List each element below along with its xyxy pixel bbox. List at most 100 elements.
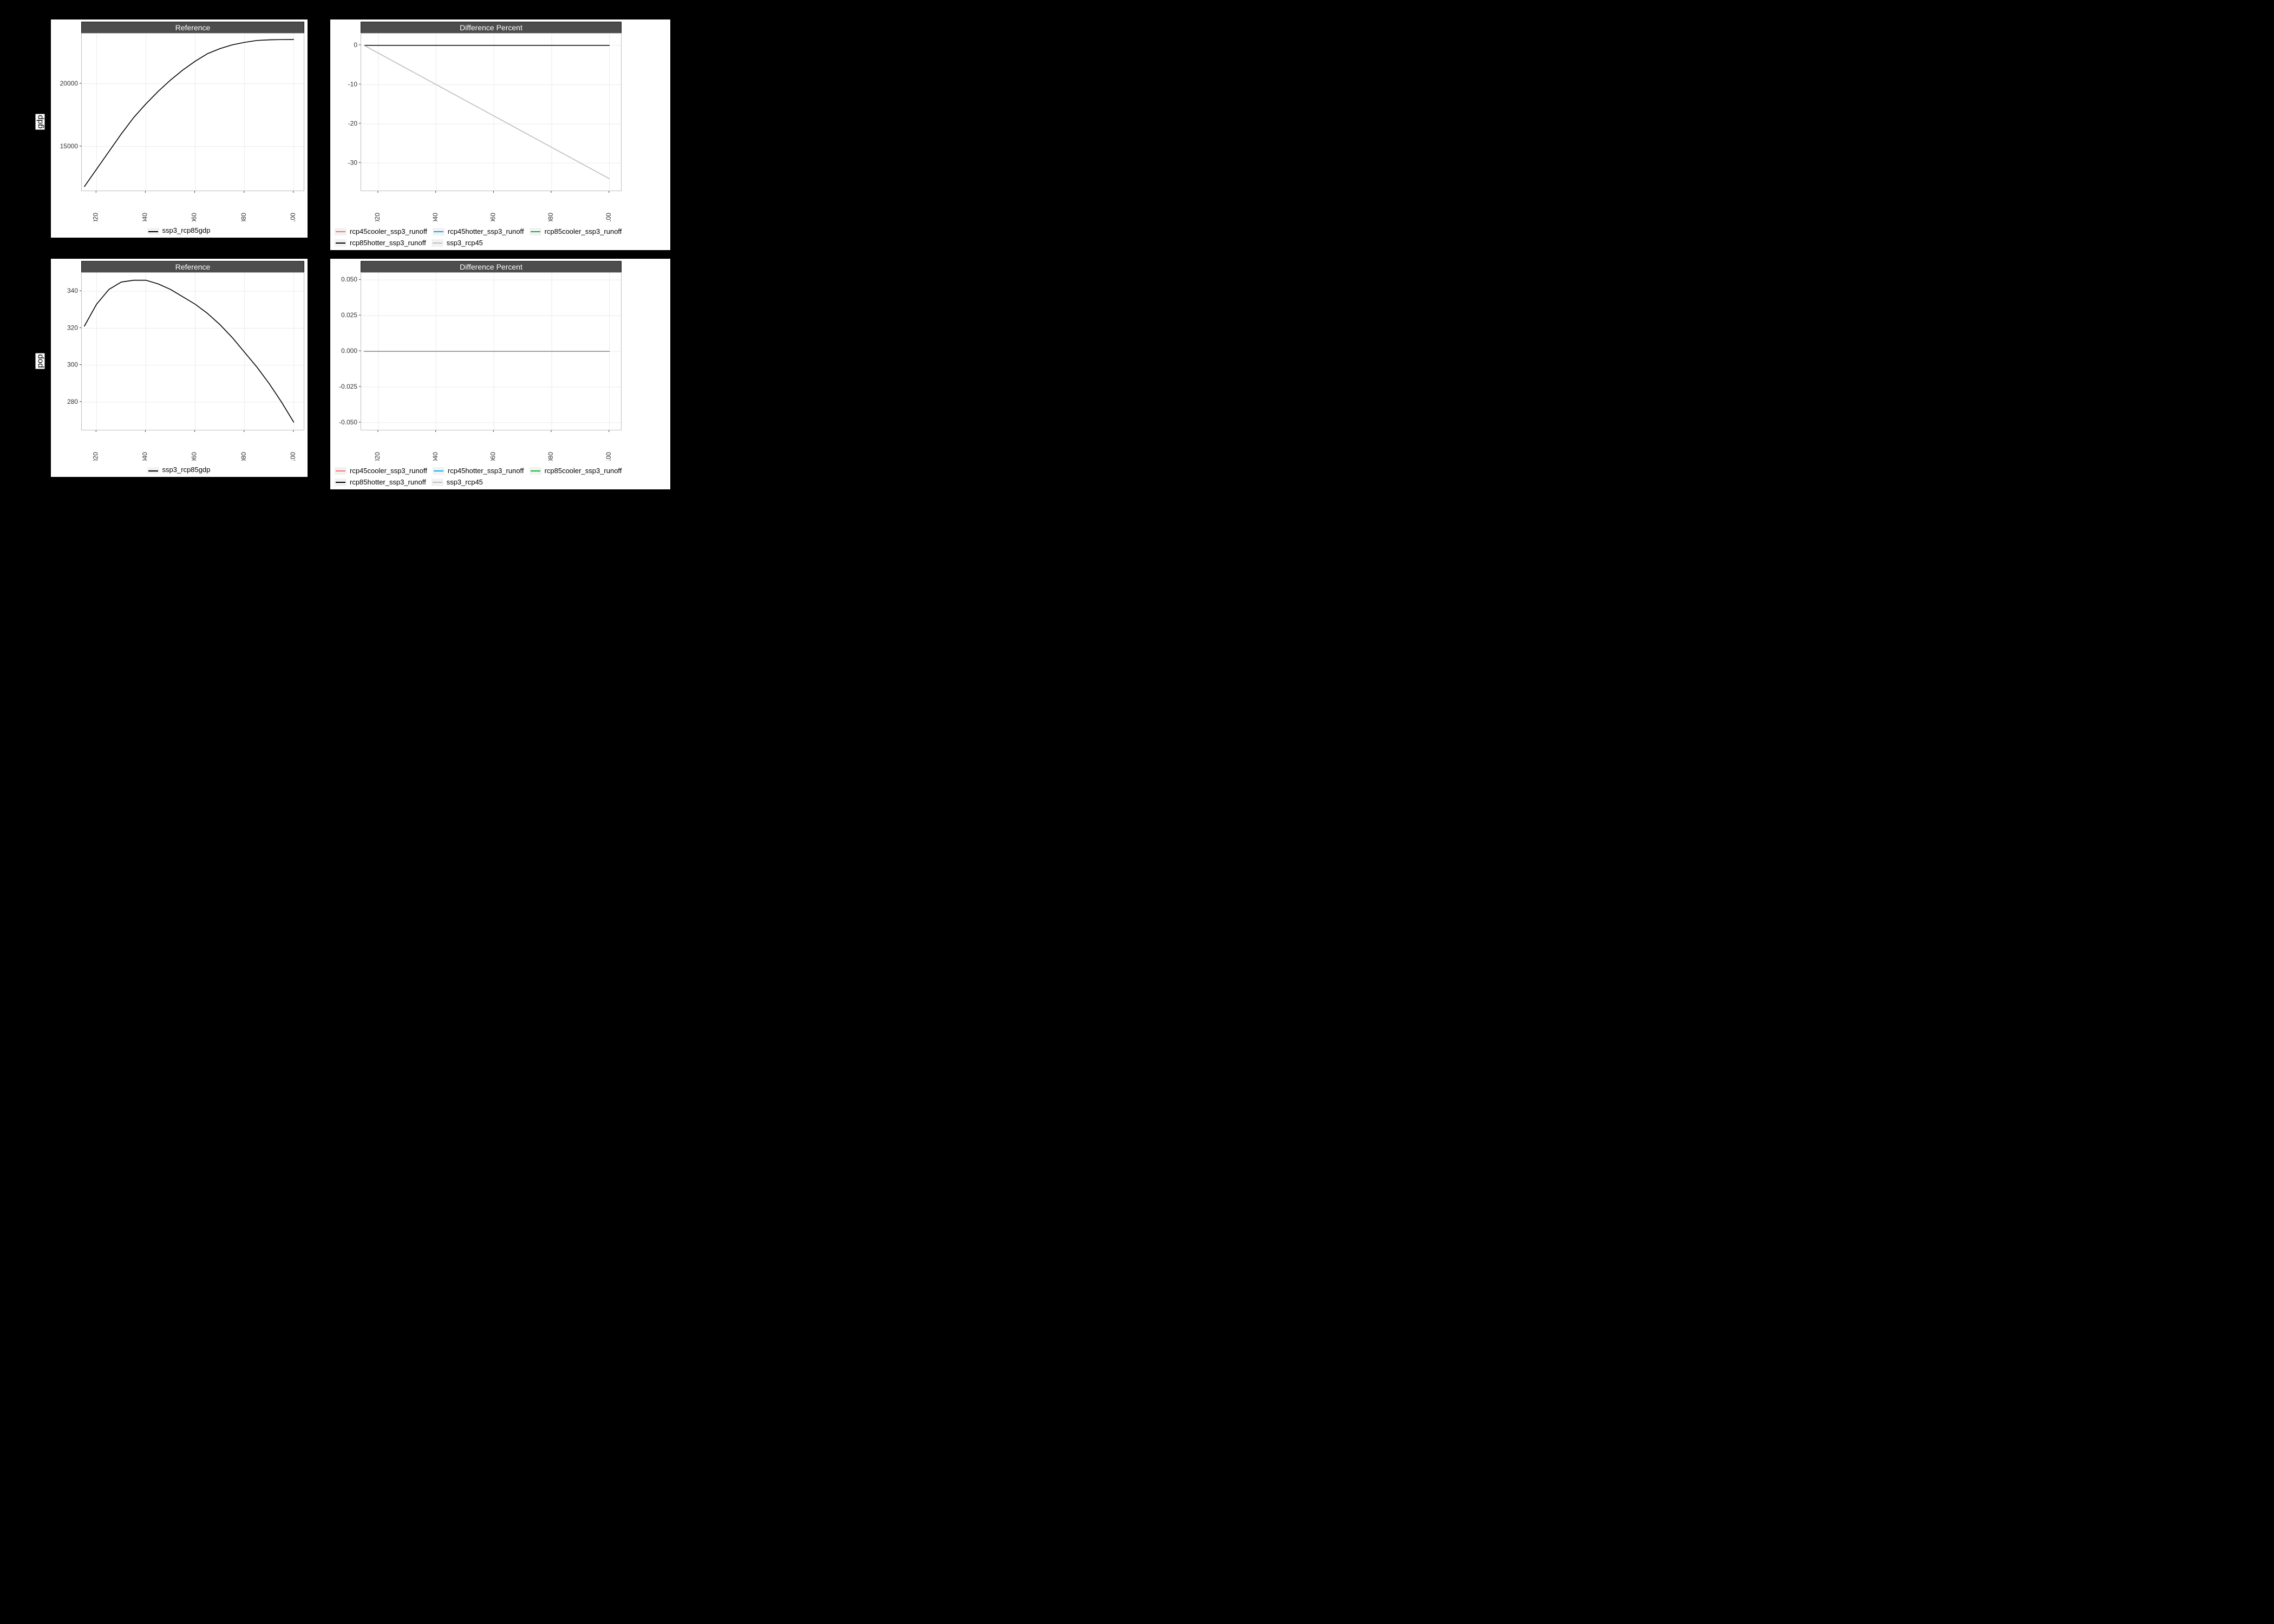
svg-text:20000: 20000 [60, 80, 79, 87]
svg-text:280: 280 [67, 398, 78, 405]
row-pop: pop Reference 280 300 320 340 2020 2040 2060 2080… [32, 256, 682, 490]
figure-grid: gdp Reference 15000 20000 2020 2040 2060 2080 21… [0, 0, 682, 487]
series-line [84, 280, 294, 423]
svg-text:2060: 2060 [191, 452, 198, 461]
legend-item: rcp85cooler_ssp3_runoff [530, 467, 622, 475]
legend-swatch [433, 467, 445, 475]
svg-text:-20: -20 [348, 120, 358, 127]
legend-item: rcp45cooler_ssp3_runoff [335, 467, 427, 475]
legend-reference: ssp3_rcp85gdp [51, 463, 306, 477]
legend-swatch [530, 467, 541, 475]
panel-title: Difference Percent [361, 22, 622, 33]
plot-area [361, 33, 622, 191]
svg-text:300: 300 [67, 361, 78, 369]
legend-swatch [432, 239, 443, 247]
panel-gdp_ref: Reference 15000 20000 2020 2040 2060 2080 2100 [51, 19, 308, 224]
svg-text:0.025: 0.025 [341, 311, 357, 319]
series-line [84, 40, 294, 187]
legend-label: ssp3_rcp85gdp [162, 226, 211, 234]
legend-label: rcp45hotter_ssp3_runoff [448, 227, 524, 235]
cell-reference: Reference 280 300 320 340 2020 2040 2060 2080 210… [48, 256, 311, 490]
y-axis: -0.050 -0.025 0.000 0.025 0.050 [332, 272, 361, 429]
y-axis: 280 300 320 340 [53, 272, 81, 429]
panel-pop_diff: Difference Percent -0.050 -0.025 0.000 0.025… [330, 259, 625, 463]
svg-text:0: 0 [354, 41, 357, 49]
legend-diff: rcp45cooler_ssp3_runoff rcp45hotter_ssp3_… [330, 224, 670, 250]
cell-diff: Difference Percent -30 -20 -10 0 2020 2040 2060… [327, 16, 674, 251]
panel-pop_ref: Reference 280 300 320 340 2020 2040 2060 2080 210… [51, 259, 308, 463]
legend-label: rcp45cooler_ssp3_runoff [350, 227, 427, 235]
panel-title: Difference Percent [361, 261, 622, 272]
svg-text:2100: 2100 [605, 213, 612, 221]
y-axis-label: gdp [36, 114, 45, 130]
svg-text:2100: 2100 [289, 452, 297, 461]
svg-text:2020: 2020 [92, 213, 100, 221]
svg-text:2100: 2100 [289, 213, 297, 221]
svg-text:15000: 15000 [60, 142, 79, 150]
svg-text:0.000: 0.000 [341, 347, 357, 355]
y-axis-label: pop [36, 353, 45, 369]
x-axis: 2020 2040 2060 2080 2100 [332, 191, 620, 221]
row-gdp: gdp Reference 15000 20000 2020 2040 2060 2080 21… [32, 16, 682, 251]
svg-text:2040: 2040 [432, 452, 439, 461]
svg-text:-0.025: -0.025 [339, 383, 357, 390]
legend-swatch [147, 467, 159, 474]
svg-text:2040: 2040 [432, 213, 439, 221]
svg-text:-0.050: -0.050 [339, 418, 357, 426]
svg-text:2060: 2060 [489, 213, 497, 221]
legend-swatch [530, 228, 541, 235]
svg-text:340: 340 [67, 287, 78, 294]
legend-swatch [335, 228, 347, 235]
y-axis: 15000 20000 [53, 33, 81, 190]
legend-swatch [432, 479, 443, 486]
plot-area [361, 272, 622, 430]
svg-text:2060: 2060 [489, 452, 497, 461]
x-axis: 2020 2040 2060 2080 2100 [53, 191, 303, 221]
svg-text:2020: 2020 [374, 452, 381, 461]
legend-item: rcp85hotter_ssp3_runoff [335, 478, 426, 486]
legend-label: ssp3_rcp85gdp [162, 466, 211, 474]
legend-label: rcp45cooler_ssp3_runoff [350, 467, 427, 475]
svg-text:2080: 2080 [547, 452, 554, 461]
svg-text:320: 320 [67, 324, 78, 331]
legend-swatch [433, 228, 445, 235]
svg-text:2060: 2060 [191, 213, 198, 221]
legend-item: ssp3_rcp45 [432, 239, 483, 247]
svg-text:2040: 2040 [141, 452, 149, 461]
svg-text:2080: 2080 [240, 213, 247, 221]
legend-diff: rcp45cooler_ssp3_runoff rcp45hotter_ssp3_… [330, 463, 670, 489]
svg-text:0.050: 0.050 [341, 276, 357, 283]
legend-label: rcp85cooler_ssp3_runoff [545, 227, 622, 235]
cell-reference: Reference 15000 20000 2020 2040 2060 2080 2100 s… [48, 16, 311, 251]
panel-title: Reference [81, 261, 304, 272]
legend-reference: ssp3_rcp85gdp [51, 224, 306, 238]
svg-text:2100: 2100 [605, 452, 612, 461]
legend-item: rcp85hotter_ssp3_runoff [335, 239, 426, 247]
y-axis: -30 -20 -10 0 [332, 33, 361, 190]
svg-text:-10: -10 [348, 80, 358, 88]
legend-label: ssp3_rcp45 [447, 478, 483, 486]
legend-item: rcp45hotter_ssp3_runoff [433, 467, 524, 475]
legend-label: rcp45hotter_ssp3_runoff [448, 467, 524, 475]
svg-text:2080: 2080 [547, 213, 554, 221]
legend-swatch [335, 467, 347, 475]
svg-text:2040: 2040 [141, 213, 149, 221]
legend-label: rcp85hotter_ssp3_runoff [350, 478, 426, 486]
legend-item: rcp85cooler_ssp3_runoff [530, 227, 622, 235]
svg-text:2020: 2020 [92, 452, 100, 461]
x-axis: 2020 2040 2060 2080 2100 [53, 430, 303, 461]
panel-gdp_diff: Difference Percent -30 -20 -10 0 2020 2040 2060… [330, 19, 625, 224]
svg-text:-30: -30 [348, 159, 358, 166]
panel-title: Reference [81, 22, 304, 33]
plot-area [81, 272, 304, 430]
legend-item: rcp45hotter_ssp3_runoff [433, 227, 524, 235]
cell-diff: Difference Percent -0.050 -0.025 0.000 0.025… [327, 256, 674, 490]
series-line [364, 45, 609, 179]
legend-item: ssp3_rcp45 [432, 478, 483, 486]
svg-text:2020: 2020 [374, 213, 381, 221]
svg-text:2080: 2080 [240, 452, 247, 461]
x-axis: 2020 2040 2060 2080 2100 [332, 430, 620, 461]
legend-swatch [147, 228, 159, 234]
plot-area [81, 33, 304, 191]
legend-label: ssp3_rcp45 [447, 239, 483, 247]
